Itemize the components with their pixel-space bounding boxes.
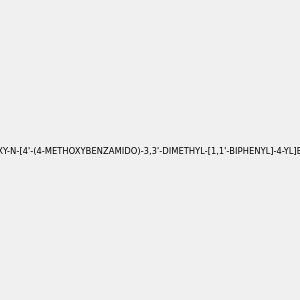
Text: 4-METHOXY-N-[4'-(4-METHOXYBENZAMIDO)-3,3'-DIMETHYL-[1,1'-BIPHENYL]-4-YL]BENZAMID: 4-METHOXY-N-[4'-(4-METHOXYBENZAMIDO)-3,3… [0, 147, 300, 156]
